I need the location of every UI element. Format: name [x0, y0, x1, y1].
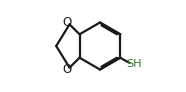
Text: O: O — [63, 63, 72, 76]
Text: O: O — [63, 16, 72, 29]
Text: SH: SH — [126, 59, 142, 69]
